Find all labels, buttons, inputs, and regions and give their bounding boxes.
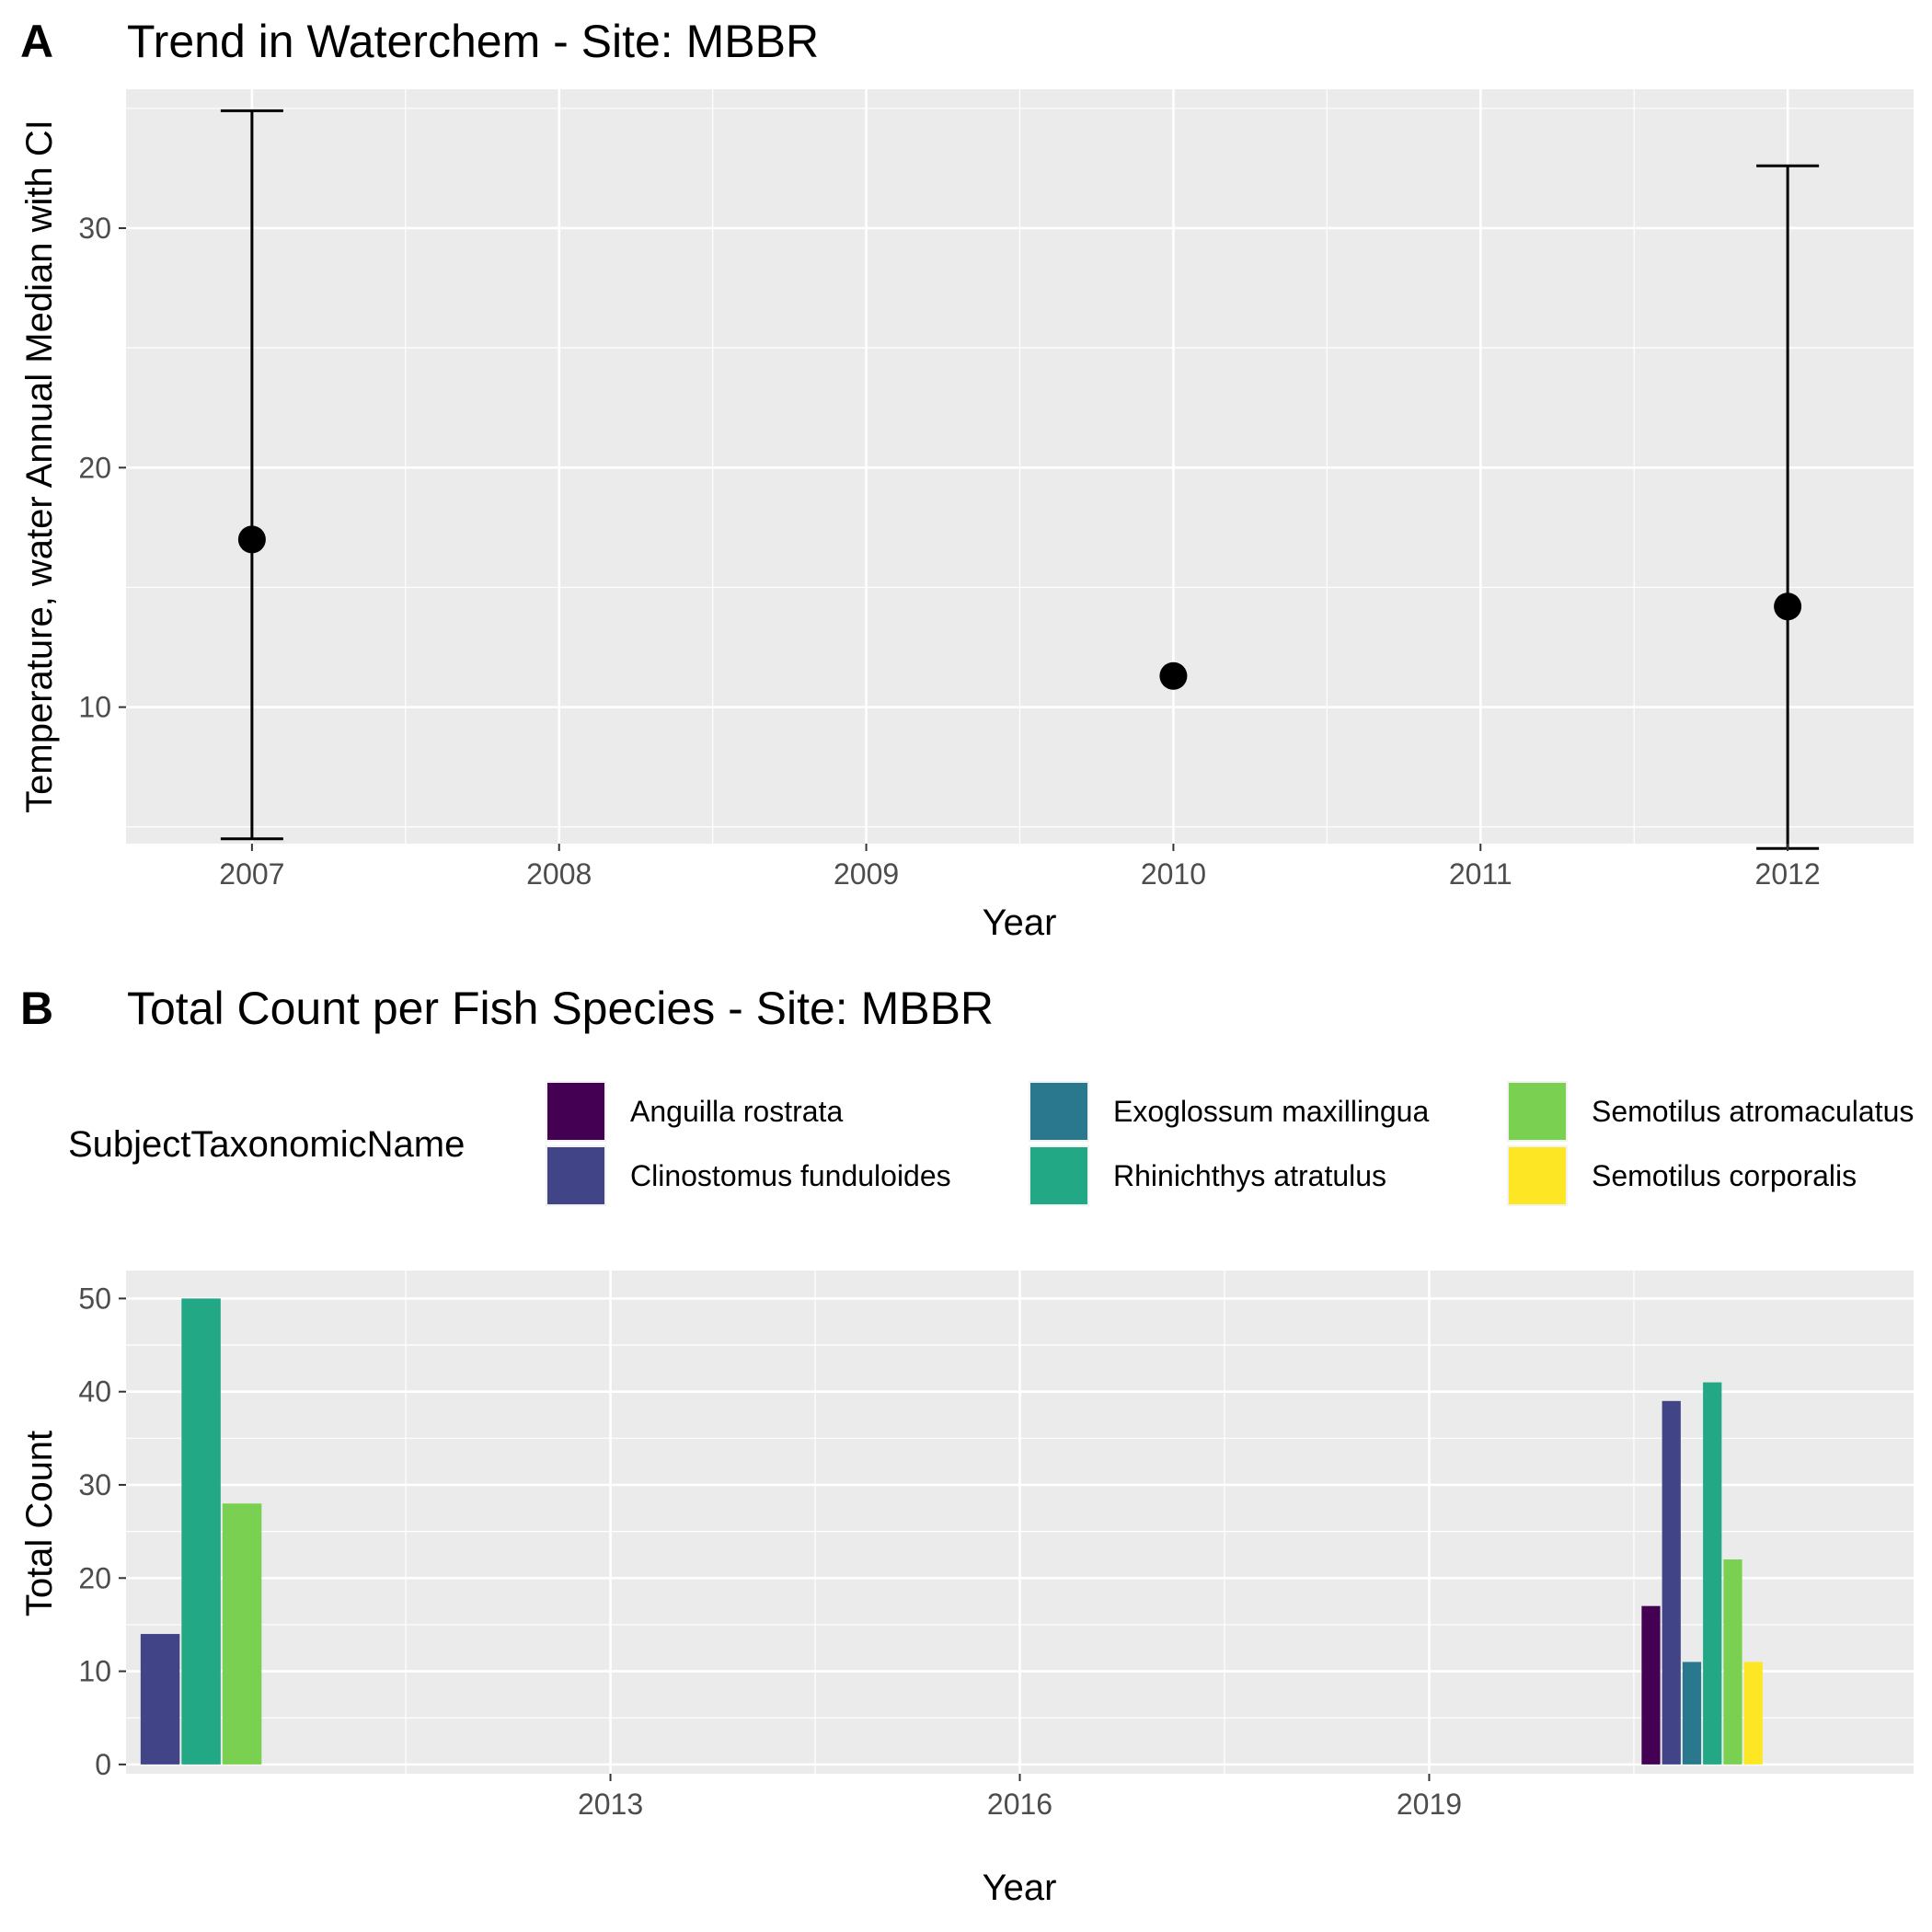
panel-b-title: Total Count per Fish Species - Site: MBB… (127, 983, 994, 1034)
panel-b-bar (1662, 1400, 1681, 1765)
panel-a-x-axis-title: Year (983, 903, 1057, 943)
panel-b-bar (181, 1298, 221, 1765)
legend-swatch (547, 1147, 604, 1204)
legend-label: Rhinichthys atratulus (1113, 1159, 1386, 1192)
legend-swatch (1509, 1083, 1566, 1140)
panel-b-plot: 0 10 20 30 40 50 2013 2016 2019 (78, 1271, 1914, 1821)
panel-a-median-point (237, 525, 266, 554)
legend-label: Anguilla rostrata (630, 1095, 843, 1128)
panel-b-bar (140, 1634, 180, 1765)
panel-b-bar (1723, 1559, 1742, 1765)
panel-a-y-axis-title: Temperature, water Annual Median with CI (19, 120, 60, 813)
legend-label: Exoglossum maxillingua (1113, 1095, 1429, 1128)
legend-label: Semotilus atromaculatus (1592, 1095, 1914, 1128)
panel-b-tag: B (20, 983, 53, 1034)
panel-a-median-point (1159, 661, 1188, 690)
panel-b-x-tick-label: 2019 (1397, 1788, 1462, 1821)
legend-swatch (1030, 1083, 1087, 1140)
legend-swatch (1030, 1147, 1087, 1204)
legend-label: Clinostomus funduloides (630, 1159, 951, 1192)
panel-a-x-tick-label: 2010 (1141, 857, 1206, 891)
legend-label: Semotilus corporalis (1592, 1159, 1857, 1192)
panel-a-y-tick-label: 20 (78, 451, 111, 484)
panel-a-x-tick-label: 2007 (219, 857, 284, 891)
panel-a-x-tick-label: 2008 (526, 857, 592, 891)
panel-b-bar (222, 1503, 262, 1765)
panel-a-y-tick-label: 10 (78, 691, 111, 724)
panel-b-y-tick-label: 30 (78, 1468, 111, 1501)
panel-a-x-tick-label: 2009 (834, 857, 899, 891)
panel-b-y-tick-label: 40 (78, 1375, 111, 1409)
legend: Anguilla rostrata Clinostomus funduloides… (546, 1081, 1914, 1206)
panel-a-x-tick-label: 2012 (1755, 857, 1821, 891)
panel-b-x-axis-title: Year (983, 1868, 1057, 1908)
legend-swatch (547, 1083, 604, 1140)
panel-b-bar (1682, 1662, 1702, 1765)
panel-b-y-axis-title: Total Count (19, 1431, 60, 1616)
panel-b-y-tick-label: 10 (78, 1655, 111, 1688)
panel-a-plot: 10 20 30 2007 2008 2009 2010 2011 2012 (78, 89, 1914, 891)
panel-b-y-tick-label: 50 (78, 1282, 111, 1315)
legend-swatch (1509, 1147, 1566, 1204)
panel-b-x-tick-label: 2013 (578, 1788, 643, 1821)
panel-b-y-tick-label: 20 (78, 1561, 111, 1594)
panel-b-bar (1743, 1662, 1763, 1765)
panel-b-y-tick-label: 0 (95, 1748, 111, 1781)
panel-a-median-point (1774, 592, 1802, 621)
panel-a-tag: A (20, 16, 53, 67)
panel-a-title: Trend in Waterchem - Site: MBBR (127, 16, 819, 67)
panel-b-x-tick-label: 2016 (987, 1788, 1052, 1821)
panel-a-y-tick-label: 30 (78, 212, 111, 245)
panel-b-bar (1703, 1382, 1722, 1765)
legend-title: SubjectTaxonomicName (68, 1124, 465, 1165)
panel-b-bar (1641, 1605, 1661, 1765)
panel-a-x-tick-label: 2011 (1449, 857, 1512, 891)
